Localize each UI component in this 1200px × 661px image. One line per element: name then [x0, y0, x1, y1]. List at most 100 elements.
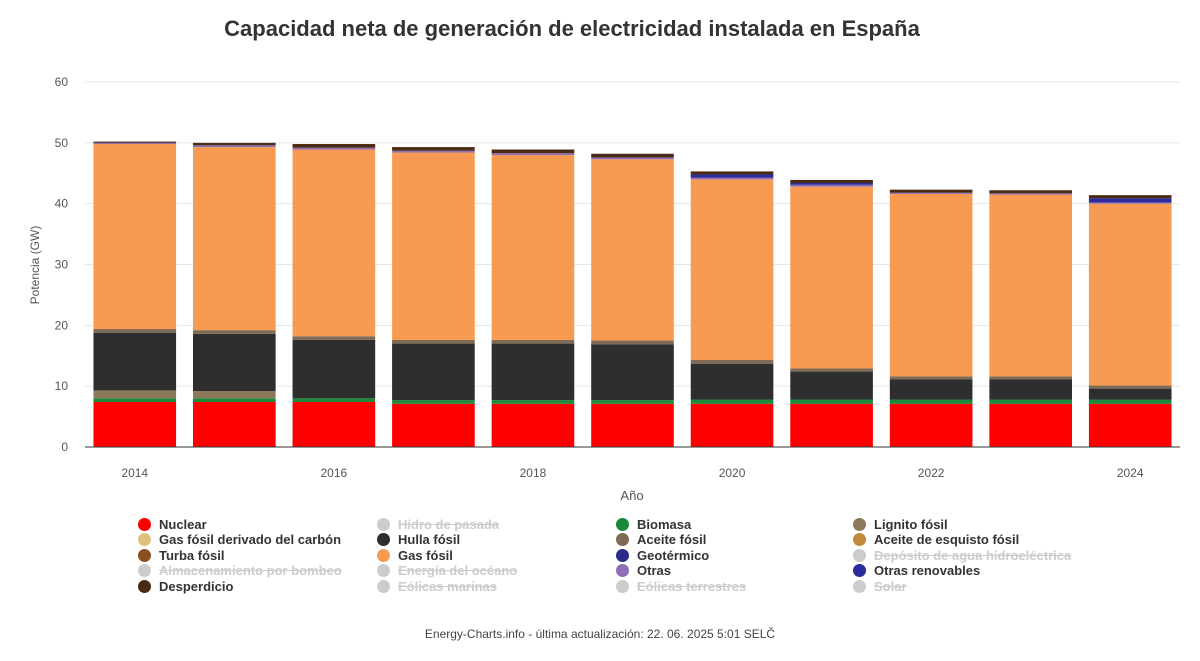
bar-2015-lignito-fósil[interactable] [193, 391, 276, 399]
bar-2016-biomasa[interactable] [292, 398, 376, 402]
bar-2015-otras[interactable] [193, 145, 276, 148]
bar-2024-desperdicio[interactable] [1088, 195, 1172, 199]
bar-2021-aceite-fósil[interactable] [790, 368, 873, 372]
bar-2014-nuclear[interactable] [93, 401, 177, 447]
legend-item[interactable]: Solar [853, 578, 907, 594]
bar-2017-biomasa[interactable] [392, 400, 475, 404]
bar-2015-hulla-fósil[interactable] [193, 333, 276, 392]
legend-item[interactable]: Eólicas marinas [377, 578, 497, 594]
legend-item[interactable]: Turba fósil [138, 547, 224, 563]
legend-item[interactable]: Gas fósil [377, 547, 453, 563]
bar-2023-aceite-fósil[interactable] [989, 376, 1072, 380]
bar-2023-biomasa[interactable] [989, 399, 1072, 404]
bar-2023-gas-fósil[interactable] [989, 194, 1072, 377]
bar-2021-nuclear[interactable] [790, 403, 873, 447]
bar-2023-hulla-fósil[interactable] [989, 379, 1072, 400]
bar-2024-aceite-fósil[interactable] [1088, 385, 1172, 389]
bar-2020-aceite-fósil[interactable] [690, 360, 774, 364]
legend-item[interactable]: Biomasa [616, 516, 691, 532]
bar-2019-desperdicio[interactable] [591, 153, 674, 158]
bar-2014-otras[interactable] [93, 142, 177, 145]
legend-item[interactable]: Energía del océano [377, 563, 517, 579]
bar-2016-otras[interactable] [292, 147, 376, 150]
bar-2022-otras[interactable] [889, 192, 973, 194]
bar-2022-biomasa[interactable] [889, 399, 973, 404]
bar-2021-gas-fósil[interactable] [790, 186, 873, 369]
bar-2022-nuclear[interactable] [889, 403, 973, 447]
bar-2023-desperdicio[interactable] [989, 190, 1072, 194]
bar-2021-otras[interactable] [790, 184, 873, 187]
bar-2016-nuclear[interactable] [292, 401, 376, 447]
bar-2021-hulla-fósil[interactable] [790, 371, 873, 400]
bar-2024-nuclear[interactable] [1088, 403, 1172, 447]
legend-item[interactable]: Depósito de agua hidroeléctrica [853, 547, 1071, 563]
bar-2018-desperdicio[interactable] [491, 149, 575, 154]
legend-item[interactable]: Aceite fósil [616, 532, 706, 548]
bar-2015-gas-fósil[interactable] [193, 147, 276, 331]
bar-2021-biomasa[interactable] [790, 399, 873, 404]
bar-2017-gas-fósil[interactable] [392, 152, 475, 340]
bar-2019-gas-fósil[interactable] [591, 159, 674, 341]
bar-2016-aceite-fósil[interactable] [292, 336, 376, 340]
bar-2014-aceite-fósil[interactable] [93, 328, 177, 333]
bar-2017-hulla-fósil[interactable] [392, 343, 475, 401]
bar-2015-desperdicio[interactable] [193, 142, 276, 146]
legend-item[interactable]: Geotérmico [616, 547, 709, 563]
bar-2015-biomasa[interactable] [193, 398, 276, 402]
legend-item[interactable]: Nuclear [138, 516, 207, 532]
legend-item[interactable]: Desperdicio [138, 578, 233, 594]
bar-2023-nuclear[interactable] [989, 403, 1072, 447]
bar-2017-otras[interactable] [392, 150, 475, 153]
bar-2020-otras-renovables[interactable] [690, 174, 774, 178]
bar-2024-biomasa[interactable] [1088, 399, 1172, 404]
bar-2014-desperdicio[interactable] [93, 141, 177, 143]
legend-item[interactable]: Hulla fósil [377, 532, 460, 548]
bar-2024-gas-fósil[interactable] [1088, 203, 1172, 386]
bar-2020-nuclear[interactable] [690, 403, 774, 447]
bar-2016-hulla-fósil[interactable] [292, 339, 376, 399]
bar-2018-otras[interactable] [491, 153, 575, 155]
bar-2019-nuclear[interactable] [591, 403, 674, 447]
bar-2014-biomasa[interactable] [93, 398, 177, 402]
bar-2014-hulla-fósil[interactable] [93, 332, 177, 391]
bar-2024-otras[interactable] [1088, 202, 1172, 204]
bar-2016-desperdicio[interactable] [292, 144, 376, 148]
bar-2020-gas-fósil[interactable] [690, 179, 774, 361]
bar-2018-gas-fósil[interactable] [491, 155, 575, 340]
bar-2021-otras-renovables[interactable] [790, 182, 873, 185]
bar-2014-gas-fósil[interactable] [93, 144, 177, 329]
bar-2021-desperdicio[interactable] [790, 179, 873, 183]
bar-2018-nuclear[interactable] [491, 403, 575, 447]
bar-2020-desperdicio[interactable] [690, 171, 774, 175]
bar-2016-gas-fósil[interactable] [292, 149, 376, 337]
bar-2018-biomasa[interactable] [491, 400, 575, 404]
credits[interactable]: Energy-Charts.info - última actualizació… [424, 627, 776, 641]
bar-2019-otras[interactable] [591, 157, 674, 160]
bar-2019-biomasa[interactable] [591, 400, 674, 404]
bar-2014-lignito-fósil[interactable] [93, 390, 177, 399]
legend-item[interactable]: Lignito fósil [853, 516, 948, 532]
bar-2015-nuclear[interactable] [193, 401, 276, 447]
legend-item[interactable]: Aceite de esquisto fósil [853, 532, 1019, 548]
bar-2022-gas-fósil[interactable] [889, 193, 973, 377]
bar-2020-hulla-fósil[interactable] [690, 363, 774, 400]
legend-item[interactable]: Otras [616, 563, 671, 579]
bar-2020-biomasa[interactable] [690, 399, 774, 404]
bar-2018-hulla-fósil[interactable] [491, 343, 575, 401]
bar-2017-aceite-fósil[interactable] [392, 339, 475, 344]
legend-item[interactable]: Eólicas terrestres [616, 578, 746, 594]
legend-item[interactable]: Hidro de pasada [377, 516, 499, 532]
bar-2015-aceite-fósil[interactable] [193, 330, 276, 334]
legend-item[interactable]: Almacenamiento por bombeo [138, 563, 342, 579]
bar-2017-nuclear[interactable] [392, 403, 475, 447]
bar-2019-aceite-fósil[interactable] [591, 340, 674, 345]
bar-2020-otras[interactable] [690, 177, 774, 180]
bar-2024-otras-renovables[interactable] [1088, 198, 1172, 203]
bar-2022-aceite-fósil[interactable] [889, 376, 973, 380]
bar-2017-desperdicio[interactable] [392, 147, 475, 151]
bar-2022-hulla-fósil[interactable] [889, 379, 973, 400]
legend-item[interactable]: Otras renovables [853, 563, 980, 579]
bar-2022-desperdicio[interactable] [889, 189, 973, 193]
legend-item[interactable]: Gas fósil derivado del carbón [138, 532, 341, 548]
bar-2018-aceite-fósil[interactable] [491, 339, 575, 344]
